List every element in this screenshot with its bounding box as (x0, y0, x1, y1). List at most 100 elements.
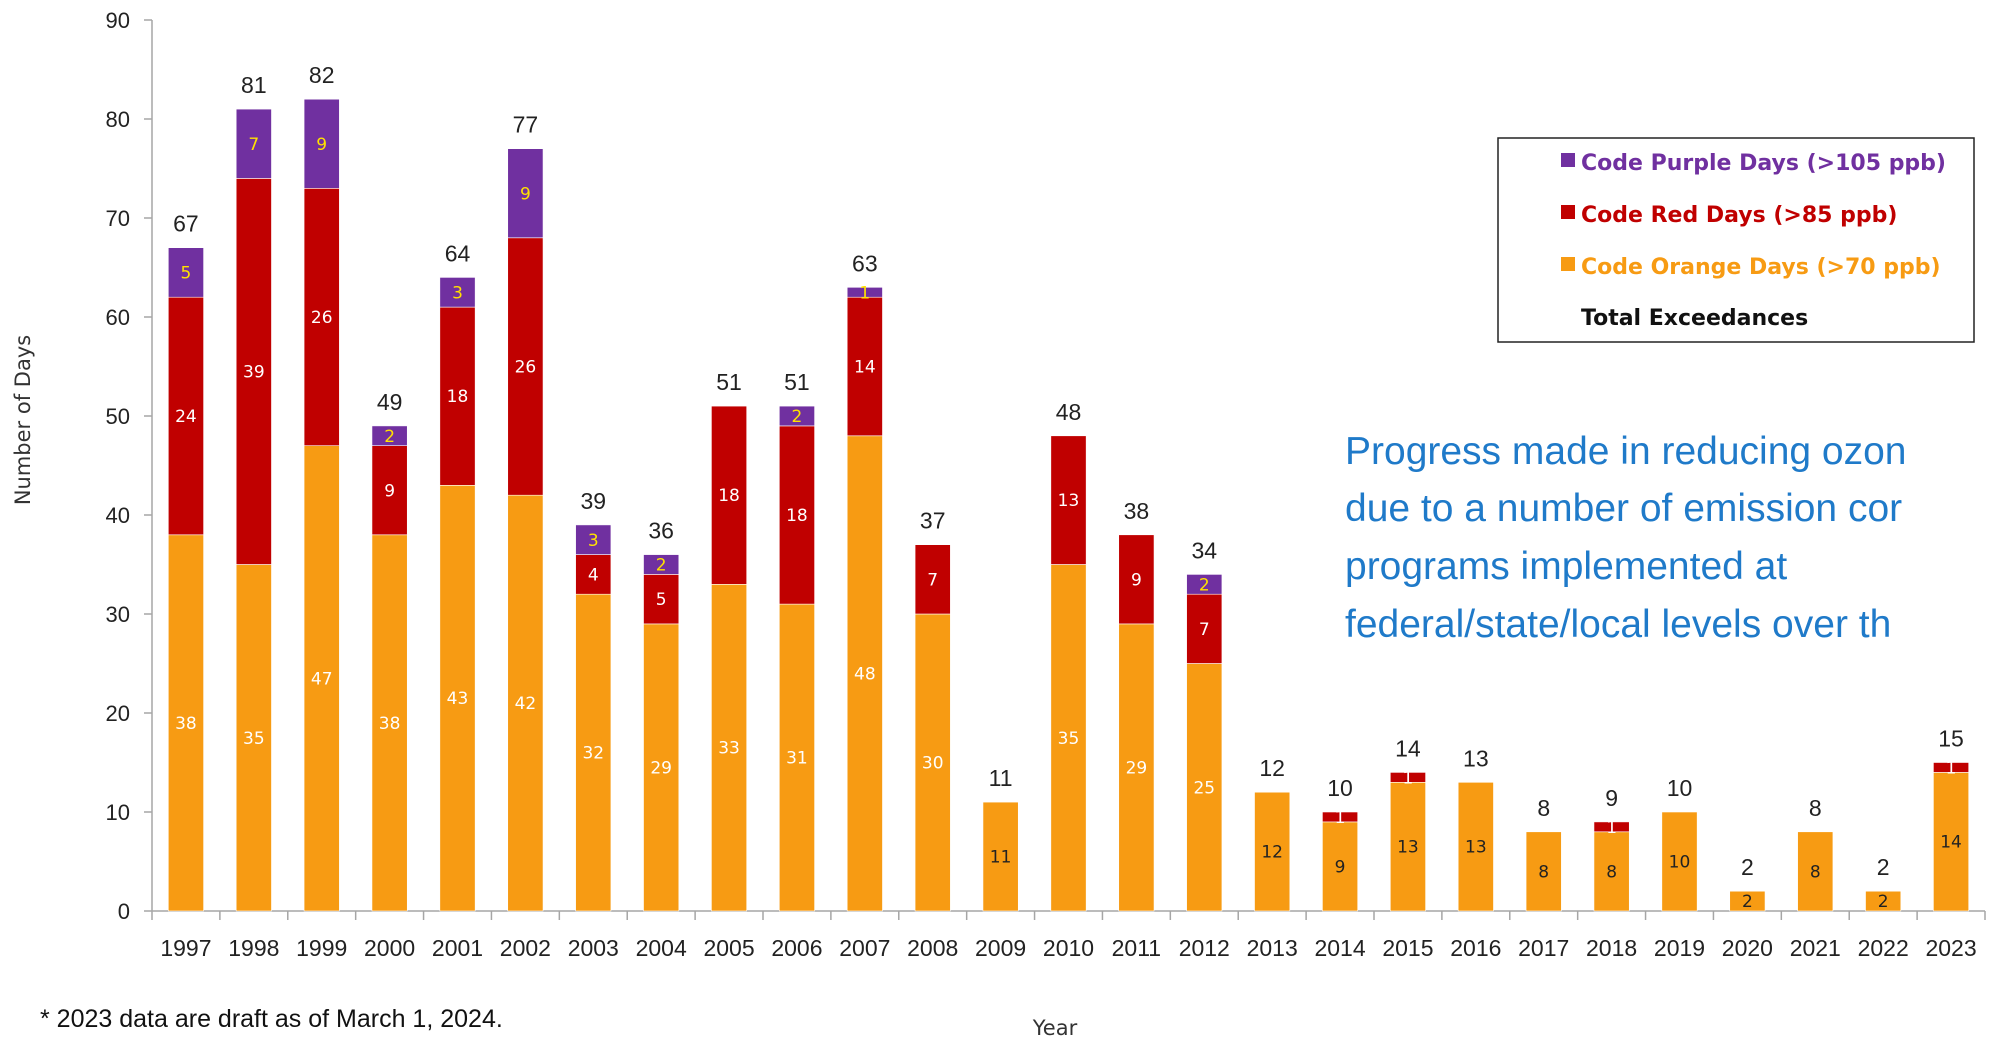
bar-segment-red (778, 425, 815, 605)
bar-segment-red (643, 574, 680, 625)
bar-segment-orange (982, 801, 1019, 912)
label-purple: 2 (656, 556, 667, 576)
bar-segment-red (1933, 762, 1970, 773)
label-orange: 12 (1261, 843, 1283, 863)
total-label: 8 (1537, 795, 1550, 821)
bar-segment-red (303, 188, 340, 446)
x-tick-label: 1997 (160, 935, 211, 961)
bar-segment-orange (1322, 821, 1359, 912)
x-axis-title: Year (1032, 1016, 1078, 1040)
bar-segment-red (575, 554, 612, 595)
bar-segment-orange (1457, 781, 1494, 912)
bar-segment-orange (1661, 811, 1698, 912)
label-red: 4 (588, 565, 599, 585)
y-tick-label: 30 (106, 602, 130, 627)
total-label: 51 (716, 369, 742, 395)
x-tick-label: 2021 (1790, 935, 1841, 961)
label-red: 18 (718, 486, 740, 506)
total-label: 15 (1938, 726, 1964, 752)
label-orange: 8 (1606, 862, 1617, 882)
bar-segment-purple (439, 277, 476, 308)
label-orange: 9 (1335, 857, 1346, 877)
bar-segment-orange (1118, 623, 1155, 912)
bar-segment-red (1322, 811, 1359, 823)
x-tick-label: 2017 (1518, 935, 1569, 961)
label-red: 18 (786, 506, 808, 526)
bar-segment-orange (507, 494, 544, 912)
label-orange: 47 (311, 669, 333, 689)
x-tick-label: 2012 (1179, 935, 1230, 961)
legend-label-purple: Code Purple Days (>105 ppb) (1581, 151, 1946, 176)
label-red: 13 (1058, 491, 1080, 511)
legend-label-total: Total Exceedances (1581, 306, 1808, 331)
bar-segment-purple (303, 98, 340, 189)
total-label: 36 (648, 518, 674, 544)
x-tick-label: 2010 (1043, 935, 1094, 961)
label-orange: 25 (1193, 778, 1215, 798)
bar-segment-red (167, 296, 204, 536)
bar-segment-orange (1865, 890, 1902, 912)
y-axis-title: Number of Days (11, 335, 35, 505)
bar-segment-red (914, 544, 951, 615)
total-label: 81 (241, 72, 267, 98)
total-label: 13 (1463, 745, 1489, 771)
bar-segment-purple (371, 425, 408, 446)
bar-segment-red (711, 405, 748, 585)
label-purple: 1 (859, 283, 870, 303)
y-tick-label: 0 (118, 899, 130, 924)
bar-segment-red (846, 296, 883, 437)
annotation-text: Progress made in reducing ozon due to a … (1345, 430, 1906, 646)
total-label: 82 (309, 62, 335, 88)
bar-segment-orange (643, 623, 680, 912)
label-purple: 2 (792, 407, 803, 427)
label-orange: 43 (447, 689, 469, 709)
legend-swatch-red (1561, 205, 1575, 219)
bar-segment-orange (371, 534, 408, 912)
footnote: * 2023 data are draft as of March 1, 202… (40, 1005, 503, 1033)
total-label: 38 (1124, 498, 1150, 524)
label-orange: 10 (1669, 853, 1691, 873)
bar-segment-red (1186, 593, 1223, 664)
x-tick-label: 2013 (1247, 935, 1298, 961)
label-orange: 13 (1465, 838, 1487, 858)
total-label: 49 (377, 389, 403, 415)
annotation-line-2: due to a number of emission cor (1345, 487, 1902, 530)
x-tick-label: 2005 (703, 935, 754, 961)
label-orange: 29 (650, 758, 672, 778)
x-tick-label: 2000 (364, 935, 415, 961)
x-tick-label: 2009 (975, 935, 1026, 961)
total-label: 37 (920, 508, 946, 534)
label-orange: 2 (1742, 892, 1753, 912)
total-label: 10 (1667, 775, 1693, 801)
bar-segment-orange (1389, 781, 1426, 912)
bar-segment-red (371, 445, 408, 536)
y-tick-label: 70 (106, 206, 130, 231)
label-red: 1 (1606, 818, 1617, 838)
bar-segment-orange (1186, 663, 1223, 912)
bar-segment-purple (575, 524, 612, 555)
bar-segment-purple (507, 148, 544, 239)
label-red: 1 (1946, 758, 1957, 778)
x-tick-label: 2018 (1586, 935, 1637, 961)
x-tick-label: 2006 (771, 935, 822, 961)
label-orange: 38 (379, 714, 401, 734)
label-orange: 14 (1940, 833, 1962, 853)
bar-segment-red (439, 306, 476, 486)
label-purple: 9 (316, 135, 327, 155)
bar-segment-orange (1050, 564, 1087, 912)
total-label: 11 (989, 765, 1013, 791)
annotation-line-4: federal/state/local levels over th (1345, 603, 1891, 646)
total-label: 2 (1741, 854, 1754, 880)
bar-segment-red (1118, 534, 1155, 625)
x-tick-label: 1998 (228, 935, 279, 961)
total-label: 2 (1877, 854, 1890, 880)
label-purple: 2 (384, 427, 395, 447)
label-orange: 32 (582, 744, 604, 764)
bar-segment-orange (439, 484, 476, 912)
x-tick-label: 2014 (1314, 935, 1365, 961)
y-tick-label: 20 (106, 701, 130, 726)
bar-segment-orange (778, 603, 815, 912)
label-red: 14 (854, 358, 876, 378)
